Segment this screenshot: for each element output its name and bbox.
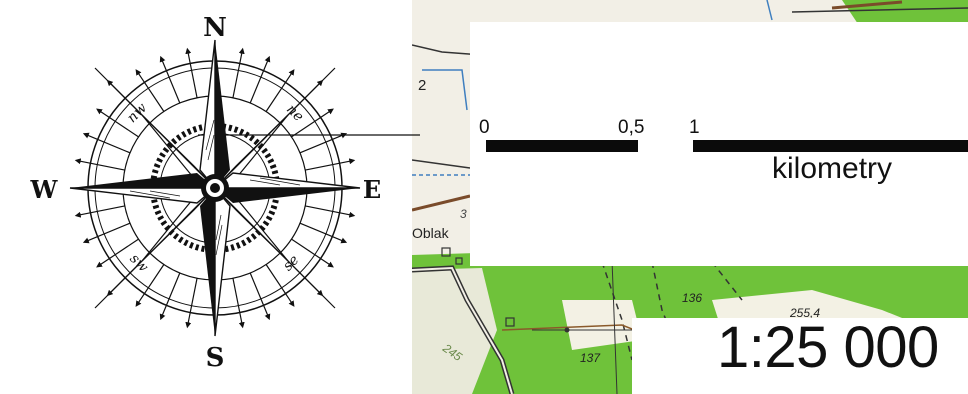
compass-needle bbox=[300, 223, 344, 241]
compass-rose-graphic: N S E W nw ne sw se bbox=[0, 0, 420, 394]
compass-needle bbox=[188, 278, 197, 325]
scale-unit-label: kilometry bbox=[772, 154, 892, 184]
compass-label-north: N bbox=[203, 13, 227, 43]
compass-needle bbox=[266, 72, 293, 112]
compass-needle bbox=[86, 223, 130, 241]
scale-bar-segment bbox=[486, 140, 638, 152]
compass-label-northeast: ne bbox=[283, 101, 307, 125]
compass-rose: N S E W nw ne sw se bbox=[0, 0, 420, 394]
compass-label-south: S bbox=[206, 343, 225, 373]
compass-needle bbox=[305, 206, 352, 215]
scale-ratio: 1:25 000 bbox=[717, 318, 939, 379]
compass-label-west: W bbox=[30, 175, 59, 204]
elevation-label: 137 bbox=[580, 351, 601, 365]
compass-needle bbox=[161, 59, 179, 103]
elevation-label: 136 bbox=[682, 291, 702, 305]
scale-tick-0: 0 bbox=[479, 118, 490, 137]
scale-bar-segment bbox=[693, 140, 968, 152]
compass-label-northwest: nw bbox=[124, 100, 150, 126]
compass-needle bbox=[250, 273, 268, 317]
map-number-label: 3 bbox=[460, 207, 467, 221]
compass-needle bbox=[161, 273, 179, 317]
scale-tick-0-5: 0,5 bbox=[618, 118, 644, 137]
compass-needle bbox=[305, 161, 352, 170]
compass-needle bbox=[188, 51, 197, 98]
compass-needle bbox=[86, 134, 130, 152]
compass-needle bbox=[78, 161, 125, 170]
compass-needle bbox=[78, 206, 125, 215]
compass-needle bbox=[233, 51, 242, 98]
compass-needle bbox=[300, 134, 344, 152]
compass-needle bbox=[250, 59, 268, 103]
compass-label-east: E bbox=[363, 175, 381, 204]
compass-needle bbox=[233, 278, 242, 325]
scale-bar bbox=[486, 140, 968, 152]
scale-tick-1: 1 bbox=[689, 118, 700, 137]
